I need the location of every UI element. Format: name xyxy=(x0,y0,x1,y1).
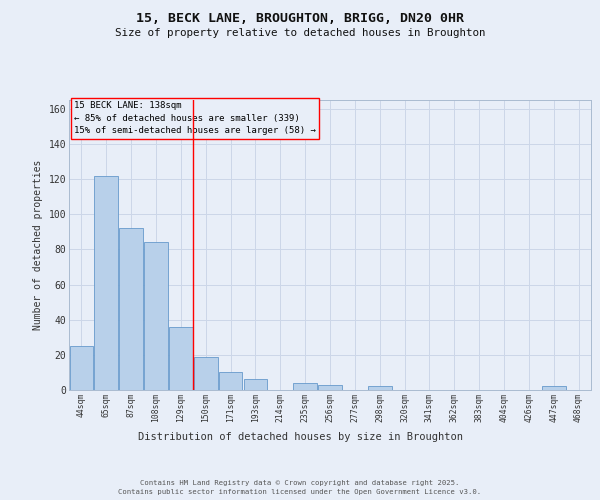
Bar xyxy=(293,383,317,390)
Bar xyxy=(244,380,267,390)
Bar xyxy=(194,356,218,390)
Text: 15 BECK LANE: 138sqm
← 85% of detached houses are smaller (339)
15% of semi-deta: 15 BECK LANE: 138sqm ← 85% of detached h… xyxy=(74,102,316,136)
Text: Contains HM Land Registry data © Crown copyright and database right 2025.
Contai: Contains HM Land Registry data © Crown c… xyxy=(118,480,482,495)
Text: Distribution of detached houses by size in Broughton: Distribution of detached houses by size … xyxy=(137,432,463,442)
Bar xyxy=(70,346,93,390)
Text: Size of property relative to detached houses in Broughton: Size of property relative to detached ho… xyxy=(115,28,485,38)
Bar xyxy=(368,386,392,390)
Bar xyxy=(119,228,143,390)
Bar xyxy=(219,372,242,390)
Y-axis label: Number of detached properties: Number of detached properties xyxy=(33,160,43,330)
Bar xyxy=(94,176,118,390)
Bar xyxy=(144,242,168,390)
Text: 15, BECK LANE, BROUGHTON, BRIGG, DN20 0HR: 15, BECK LANE, BROUGHTON, BRIGG, DN20 0H… xyxy=(136,12,464,26)
Bar xyxy=(542,386,566,390)
Bar xyxy=(169,326,193,390)
Bar xyxy=(318,384,342,390)
